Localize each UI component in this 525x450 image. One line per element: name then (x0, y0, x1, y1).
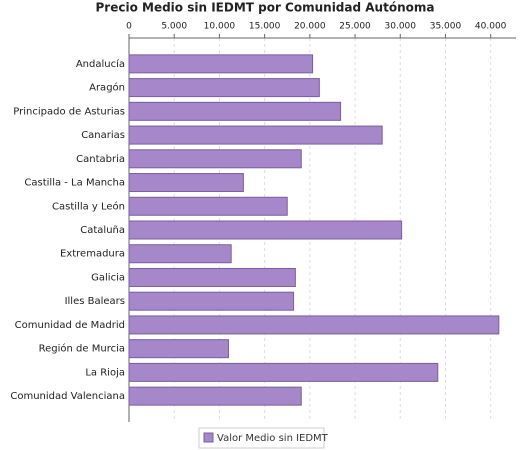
legend-label: Valor Medio sin IEDMT (217, 433, 329, 444)
bar (128, 244, 232, 264)
y-tick-label: Galicia (91, 272, 125, 283)
y-tick-label: Castilla y León (52, 200, 125, 212)
x-tick-label: 5.000 (161, 22, 187, 32)
x-tick-label: 15.000 (249, 22, 281, 32)
y-tick-label: La Rioja (85, 367, 125, 378)
bar (128, 339, 229, 359)
bar (128, 101, 342, 121)
y-tick-label: Comunidad Valenciana (10, 391, 125, 402)
x-tick-label: 10.000 (204, 22, 236, 32)
y-tick-label: Castilla - La Mancha (24, 178, 125, 189)
y-tick-label: Extremadura (60, 249, 125, 260)
bar (128, 78, 320, 98)
bar (128, 362, 439, 382)
bar (128, 267, 296, 287)
x-tick-label: 25.000 (339, 22, 371, 32)
x-tick-label: 40.000 (475, 22, 507, 32)
y-tick-label: Cataluña (80, 225, 125, 236)
y-tick-label: Aragón (89, 82, 125, 94)
x-tick-label: 20.000 (294, 22, 326, 32)
bar (128, 386, 302, 406)
y-tick-label: Illes Balears (65, 296, 125, 307)
y-tick-label: Canarias (81, 130, 125, 141)
bar (128, 220, 403, 240)
bar (128, 196, 288, 216)
chart-title: Precio Medio sin IEDMT por Comunidad Aut… (96, 1, 435, 15)
bar (128, 54, 314, 74)
bar (128, 173, 244, 193)
legend-swatch (203, 432, 214, 443)
x-tick-label: 35.000 (430, 22, 462, 32)
y-tick-label: Región de Murcia (39, 343, 125, 355)
bar (128, 315, 500, 335)
y-tick-label: Cantabria (76, 154, 125, 165)
legend-box (198, 427, 325, 449)
y-tick-label: Comunidad de Madrid (15, 320, 125, 331)
x-tick-label: 0 (126, 22, 132, 32)
bar (128, 291, 295, 311)
y-tick-label: Andalucía (76, 58, 125, 70)
y-tick-label: Principado de Asturias (13, 106, 125, 117)
bar (128, 149, 302, 169)
x-tick-label: 30.000 (385, 22, 417, 32)
bar (128, 125, 383, 145)
